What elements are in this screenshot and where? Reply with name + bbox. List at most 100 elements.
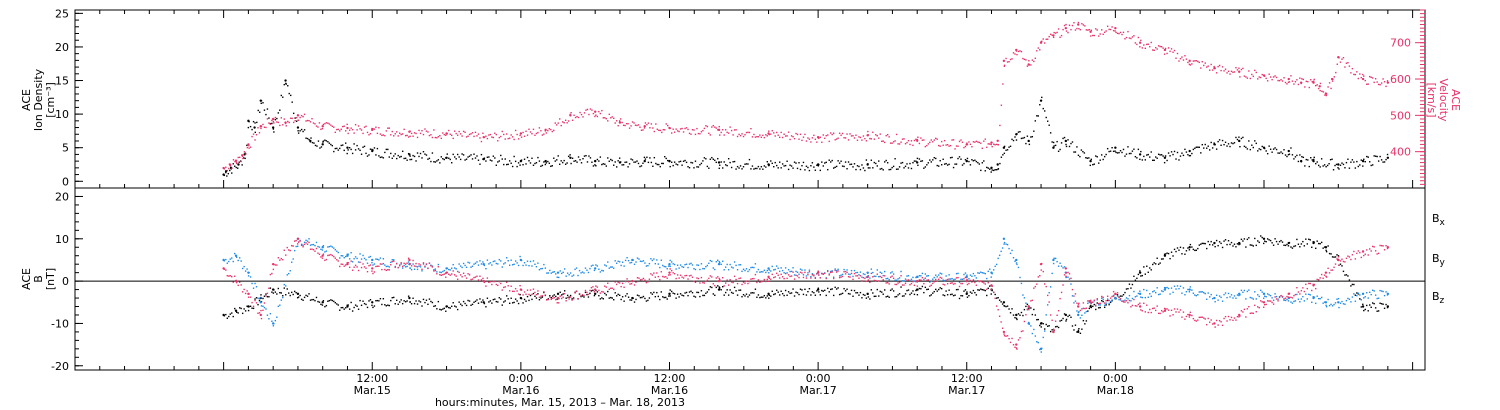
- bx-point: [495, 300, 498, 303]
- bz-point: [759, 281, 761, 283]
- bx-point: [1109, 301, 1112, 304]
- bx-point: [897, 294, 899, 296]
- velocity-point: [636, 124, 638, 127]
- bz-point: [506, 281, 508, 284]
- bz-point: [697, 277, 700, 280]
- bx-point: [670, 290, 673, 293]
- bz-point: [465, 277, 468, 279]
- bz-point: [257, 312, 259, 314]
- velocity-point: [1070, 28, 1072, 31]
- by-point: [401, 267, 404, 269]
- by-point: [455, 268, 457, 270]
- bz-point: [832, 277, 835, 280]
- velocity-point: [551, 130, 553, 133]
- velocity-point: [347, 132, 349, 135]
- velocity-point: [526, 134, 529, 136]
- bottom-panel-points: [222, 235, 1390, 353]
- bx-point: [1078, 328, 1080, 330]
- bx-point: [1175, 250, 1177, 253]
- density-point: [1291, 154, 1294, 156]
- velocity-point: [342, 125, 344, 128]
- velocity-point: [1335, 71, 1337, 74]
- bx-point: [263, 295, 266, 297]
- velocity-point: [1258, 76, 1260, 78]
- density-point: [765, 166, 767, 168]
- by-point: [1341, 300, 1343, 303]
- velocity-point: [694, 133, 697, 136]
- bx-point: [1280, 239, 1282, 242]
- by-point: [544, 267, 547, 269]
- density-point: [750, 168, 752, 170]
- density-point: [1146, 154, 1148, 156]
- density-point: [325, 140, 328, 142]
- density-point: [618, 157, 621, 159]
- bx-point: [249, 305, 252, 308]
- by-point: [526, 260, 529, 262]
- velocity-point: [602, 117, 605, 119]
- bx-point: [1360, 306, 1362, 308]
- density-point: [1271, 151, 1273, 153]
- by-point: [1342, 303, 1345, 305]
- velocity-point: [1020, 50, 1023, 53]
- density-point: [850, 163, 853, 165]
- velocity-point: [946, 144, 949, 146]
- bz-point: [904, 282, 907, 285]
- density-point: [437, 159, 440, 161]
- bz-point: [272, 268, 275, 271]
- bz-point: [699, 282, 701, 284]
- bx-point: [1122, 293, 1125, 296]
- bz-point: [265, 295, 267, 297]
- density-point: [1031, 135, 1034, 138]
- by-point: [1294, 300, 1297, 302]
- bx-point: [293, 290, 296, 293]
- bx-point: [292, 293, 294, 296]
- bx-point: [517, 302, 520, 305]
- bx-point: [1056, 325, 1058, 328]
- by-point: [977, 272, 979, 274]
- by-point: [373, 263, 376, 265]
- velocity-point: [1297, 83, 1300, 86]
- by-point: [347, 253, 349, 255]
- by-point: [869, 277, 871, 279]
- by-point: [810, 276, 812, 278]
- velocity-point: [1288, 81, 1291, 83]
- by-point: [376, 258, 379, 261]
- density-point: [1240, 137, 1243, 140]
- density-point: [400, 155, 402, 158]
- by-point: [269, 312, 272, 315]
- velocity-point: [614, 122, 616, 124]
- bz-point: [492, 280, 495, 283]
- density-point: [1023, 136, 1026, 139]
- by-point: [543, 263, 545, 266]
- bz-point: [635, 281, 637, 283]
- bx-point: [494, 298, 496, 300]
- bz-point: [529, 289, 532, 291]
- density-point: [456, 153, 459, 156]
- density-point: [717, 157, 719, 160]
- bx-point: [384, 304, 386, 306]
- bz-point: [1275, 298, 1278, 300]
- bx-point: [279, 291, 281, 294]
- bx-point: [368, 300, 370, 302]
- bz-point: [1354, 258, 1357, 260]
- velocity-point: [517, 138, 520, 140]
- density-point: [580, 162, 583, 164]
- bx-point-key: [717, 288, 721, 291]
- velocity-point: [1048, 35, 1050, 38]
- velocity-point: [1056, 31, 1058, 34]
- bx-point: [439, 308, 441, 311]
- by-point: [584, 267, 587, 269]
- bx-point: [1163, 253, 1166, 255]
- by-point: [1327, 298, 1329, 301]
- velocity-point: [401, 133, 404, 135]
- by-point: [706, 264, 709, 267]
- density-point: [365, 152, 367, 155]
- bx-point: [550, 296, 552, 299]
- velocity-point: [320, 128, 322, 131]
- date-tick-label: Mar.16: [502, 384, 539, 397]
- velocity-point: [1246, 77, 1249, 79]
- bz-point: [1236, 315, 1239, 318]
- by-point: [604, 264, 606, 266]
- bz-point: [1134, 305, 1137, 307]
- bx-point: [1054, 326, 1057, 328]
